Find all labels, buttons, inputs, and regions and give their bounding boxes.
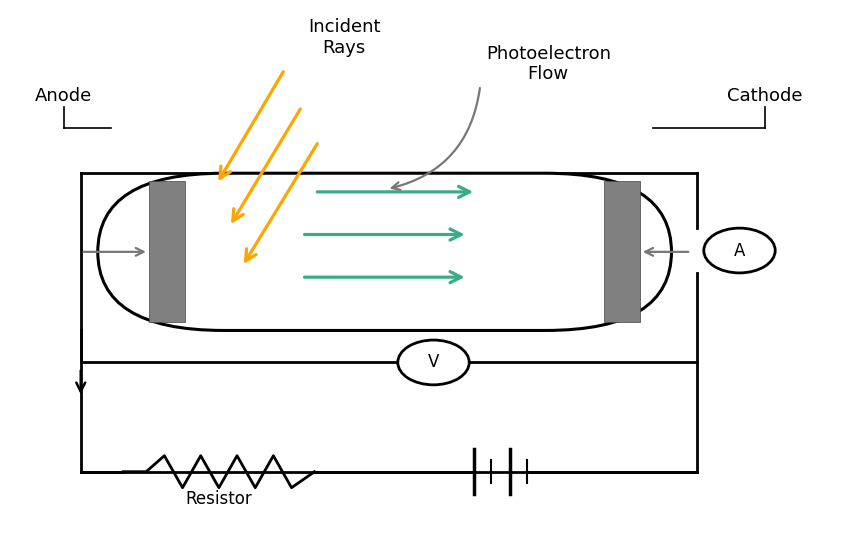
Text: Cathode: Cathode <box>728 87 802 105</box>
Bar <box>149 181 185 322</box>
Circle shape <box>398 340 469 385</box>
Bar <box>604 181 640 322</box>
Circle shape <box>704 228 775 273</box>
Text: A: A <box>734 241 745 260</box>
Text: Photoelectron
Flow: Photoelectron Flow <box>485 45 611 83</box>
Text: V: V <box>428 353 439 372</box>
FancyBboxPatch shape <box>98 173 672 330</box>
Text: Incident
Rays: Incident Rays <box>308 18 381 56</box>
Text: Resistor: Resistor <box>185 490 252 508</box>
Text: Anode: Anode <box>35 87 93 105</box>
